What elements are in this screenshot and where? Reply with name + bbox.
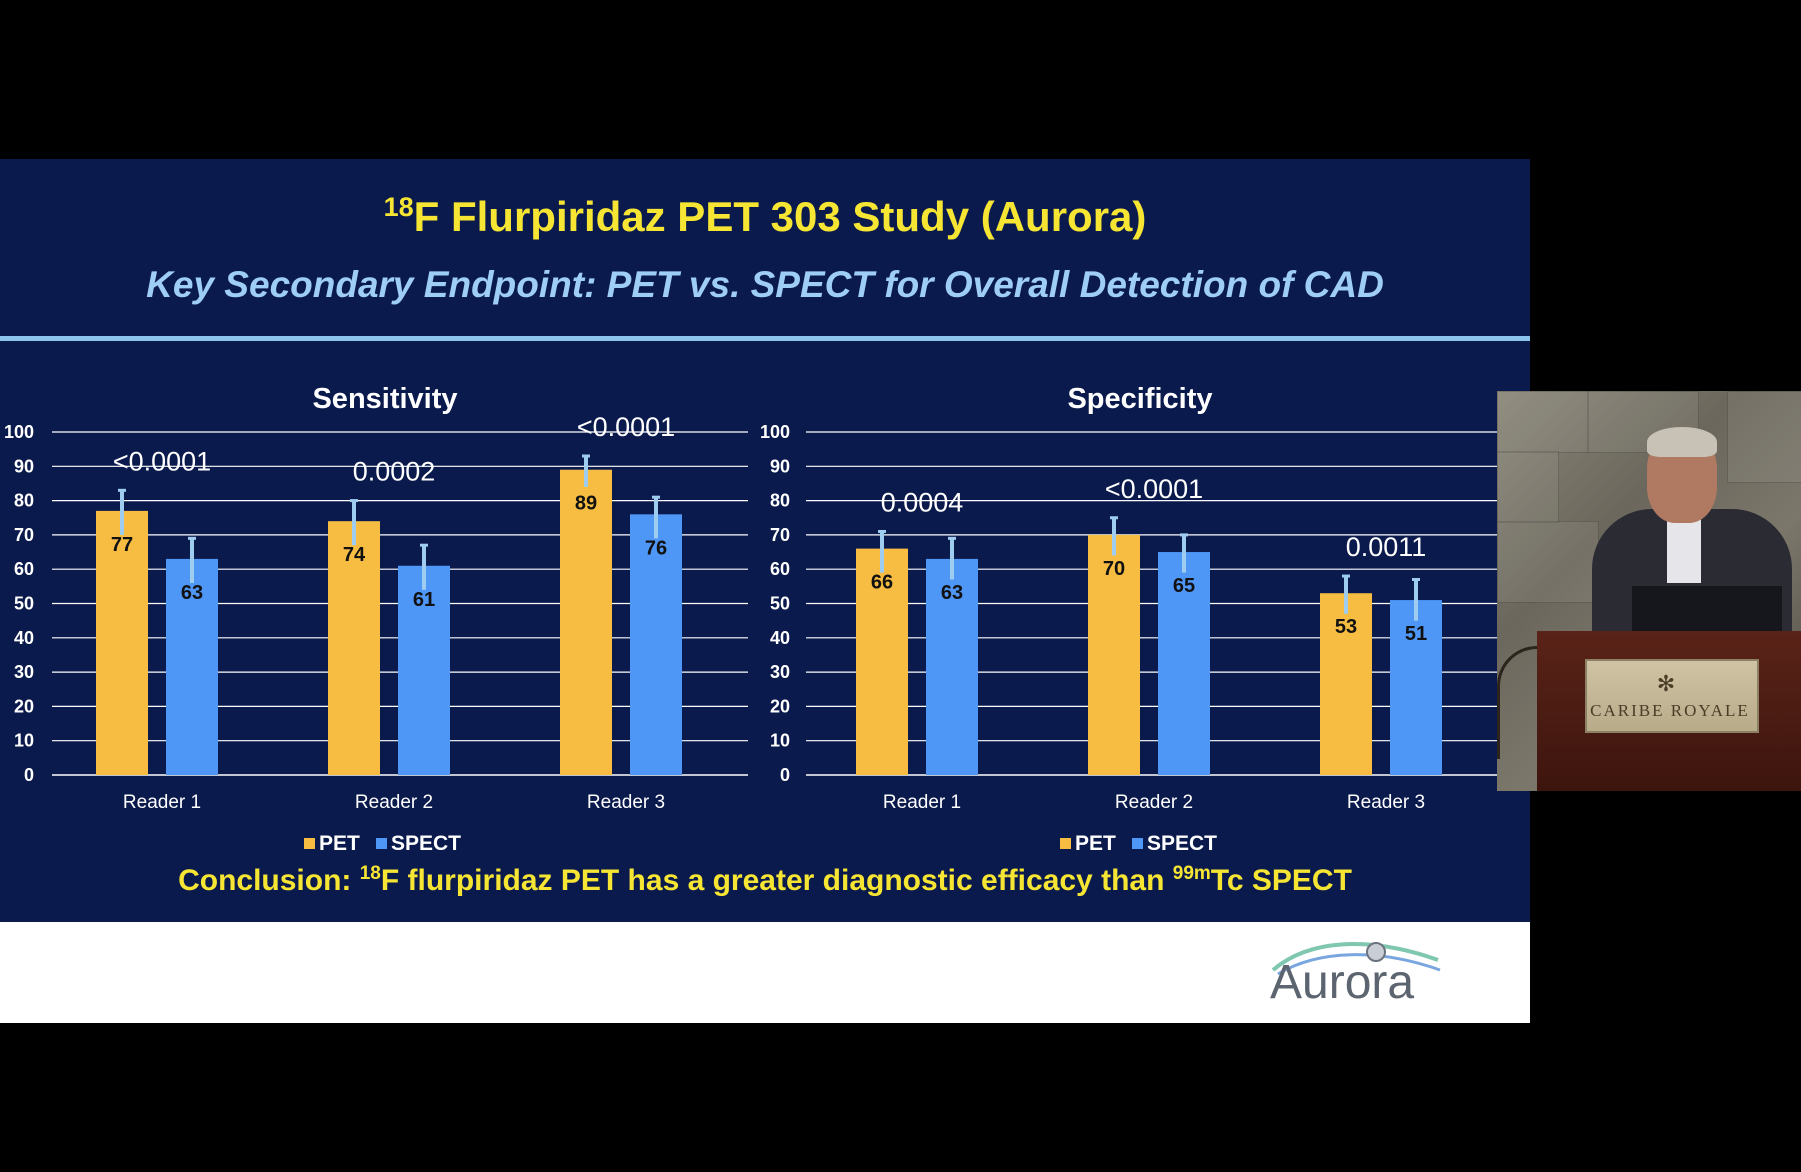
conclusion-prefix: Conclusion: <box>178 864 360 897</box>
podium-label: CARIBE ROYALE <box>1590 701 1750 720</box>
specificity-bar-spect <box>1158 552 1210 775</box>
sensitivity-ytick-label: 30 <box>14 662 34 682</box>
specificity-bar-pet <box>1320 593 1372 775</box>
sensitivity-data-label: 61 <box>413 589 435 611</box>
charts-canvas: Sensitivity01020304050607080901007763Rea… <box>4 383 1502 855</box>
conclusion-suffix: Tc SPECT <box>1210 864 1352 897</box>
specificity-category-label: Reader 2 <box>1115 792 1193 813</box>
wall-block <box>1497 391 1589 453</box>
sensitivity-bar-pet <box>560 469 612 775</box>
sensitivity-data-label: 63 <box>181 582 203 604</box>
sensitivity-category-label: Reader 2 <box>355 792 433 813</box>
sensitivity-ytick-label: 40 <box>14 628 34 648</box>
sensitivity-data-label: 89 <box>575 493 597 515</box>
sensitivity-ytick-label: 60 <box>14 559 34 579</box>
wall-block <box>1497 521 1599 603</box>
slide-title: 18F Flurpiridaz PET 303 Study (Aurora) <box>0 193 1530 241</box>
sensitivity-ytick-label: 0 <box>24 765 34 785</box>
sensitivity-bar-spect <box>166 558 218 775</box>
title-text: F Flurpiridaz PET 303 Study (Aurora) <box>413 193 1147 240</box>
specificity-data-label: 66 <box>871 572 893 594</box>
sensitivity-bar-pet <box>328 521 380 775</box>
sensitivity-legend-label-spect: SPECT <box>391 832 461 855</box>
podium-plate <box>1585 659 1759 733</box>
chair <box>1497 646 1540 759</box>
specificity-legend-swatch-pet <box>1060 838 1071 849</box>
sensitivity-ytick-label: 80 <box>14 491 34 511</box>
specificity-p-value: 0.0004 <box>881 487 964 517</box>
aurora-logo: Aurora <box>1270 956 1415 1009</box>
specificity-ytick-label: 10 <box>770 731 790 751</box>
specificity-ytick-label: 90 <box>770 456 790 476</box>
specificity-bar-pet <box>856 548 908 775</box>
slide-footer <box>0 922 1530 1023</box>
sensitivity-legend-swatch-pet <box>304 838 315 849</box>
sensitivity-data-label: 76 <box>645 537 667 559</box>
specificity-p-value: 0.0011 <box>1346 532 1427 562</box>
sensitivity-category-label: Reader 3 <box>587 792 665 813</box>
sensitivity-ytick-label: 70 <box>14 525 34 545</box>
sensitivity-category-label: Reader 1 <box>123 792 201 813</box>
specificity-data-label: 65 <box>1173 575 1195 597</box>
sensitivity-ytick-label: 20 <box>14 696 34 716</box>
speaker-video-feed[interactable]: ✻ CARIBE ROYALE <box>1497 391 1801 791</box>
slide-subtitle: Key Secondary Endpoint: PET vs. SPECT fo… <box>146 264 1384 305</box>
specificity-data-label: 53 <box>1335 616 1357 638</box>
sensitivity-data-label: 77 <box>111 534 133 556</box>
conclusion-mid: F flurpiridaz PET has a greater diagnost… <box>380 864 1173 897</box>
specificity-ytick-label: 40 <box>770 628 790 648</box>
specificity-legend-swatch-spect <box>1132 838 1143 849</box>
sensitivity-ytick-label: 100 <box>4 422 34 442</box>
sensitivity-p-value: 0.0002 <box>353 457 436 487</box>
specificity-ytick-label: 60 <box>770 559 790 579</box>
sensitivity-chart-title: Sensitivity <box>312 383 457 415</box>
speaker-hair <box>1647 427 1717 457</box>
specificity-ytick-label: 50 <box>770 594 790 614</box>
specificity-category-label: Reader 3 <box>1347 792 1425 813</box>
specificity-category-label: Reader 1 <box>883 792 961 813</box>
sensitivity-ytick-label: 10 <box>14 731 34 751</box>
conclusion-sup-18: 18 <box>359 863 381 884</box>
wall-block <box>1497 451 1559 523</box>
sensitivity-ytick-label: 50 <box>14 594 34 614</box>
specificity-ytick-label: 100 <box>760 422 790 442</box>
conclusion-sup-99m: 99m <box>1172 863 1211 884</box>
specificity-data-label: 70 <box>1103 558 1125 580</box>
sensitivity-bar-spect <box>398 565 450 775</box>
sensitivity-legend-label-pet: PET <box>319 832 360 855</box>
sensitivity-bar-spect <box>630 514 682 775</box>
specificity-ytick-label: 70 <box>770 525 790 545</box>
specificity-bar-spect <box>1390 600 1442 775</box>
specificity-bar-spect <box>926 558 978 775</box>
specificity-ytick-label: 80 <box>770 491 790 511</box>
specificity-legend-label-spect: SPECT <box>1147 832 1217 855</box>
specificity-ytick-label: 20 <box>770 696 790 716</box>
wall-block <box>1727 391 1801 483</box>
podium-emblem-icon: ✻ <box>1656 671 1676 696</box>
specificity-ytick-label: 30 <box>770 662 790 682</box>
conclusion-text: Conclusion: 18F flurpiridaz PET has a gr… <box>0 864 1530 898</box>
aurora-logo-swoosh-icon <box>1271 941 1441 976</box>
specificity-chart-title: Specificity <box>1067 383 1212 415</box>
specificity-data-label: 51 <box>1405 623 1427 645</box>
slide-background <box>0 159 1530 1023</box>
sensitivity-legend-swatch-spect <box>376 838 387 849</box>
specificity-legend-label-pet: PET <box>1075 832 1116 855</box>
specificity-bar-pet <box>1088 534 1140 775</box>
sensitivity-bar-pet <box>96 510 148 775</box>
title-divider <box>0 336 1530 341</box>
sensitivity-p-value: <0.0001 <box>577 412 675 442</box>
speaker-shirt <box>1667 513 1701 583</box>
specificity-data-label: 63 <box>941 582 963 604</box>
specificity-p-value: <0.0001 <box>1105 474 1203 504</box>
sensitivity-p-value: <0.0001 <box>113 446 211 476</box>
sensitivity-data-label: 74 <box>343 544 366 566</box>
specificity-ytick-label: 0 <box>780 765 790 785</box>
title-superscript: 18 <box>383 192 414 222</box>
sensitivity-ytick-label: 90 <box>14 456 34 476</box>
